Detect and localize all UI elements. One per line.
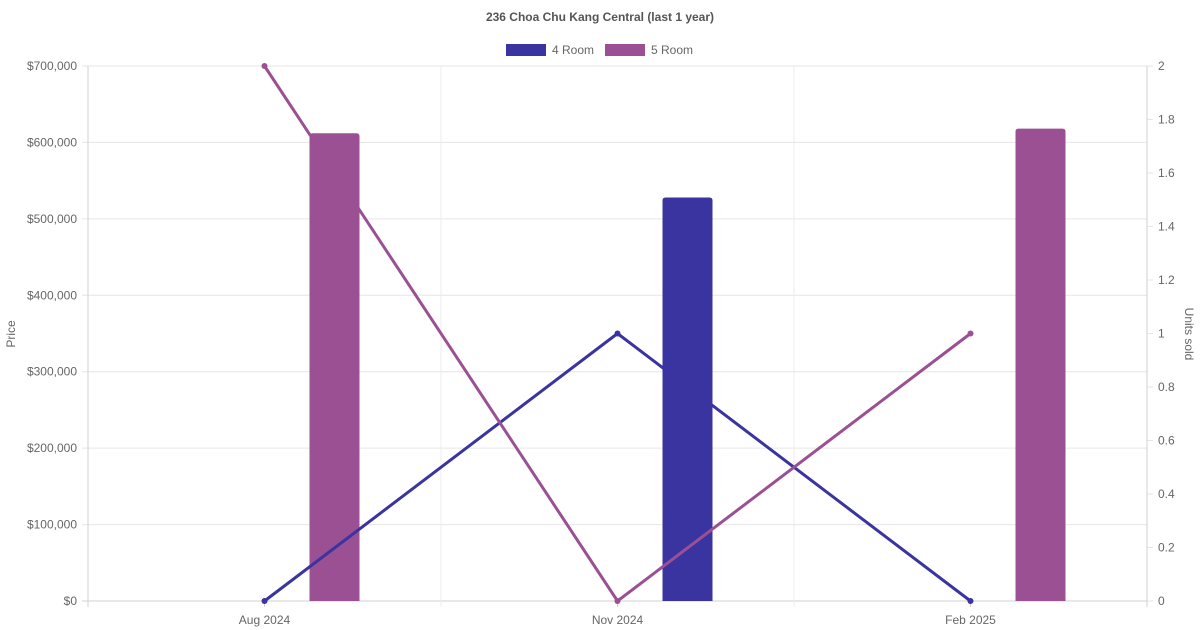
right-axis-ticks: 0 0.2 0.4 0.6 0.8 1 1.2 1.4 1.6 1.8 2 — [1158, 59, 1175, 608]
y-right-tick-label: 1.8 — [1158, 113, 1175, 127]
y-left-tick-label: $0 — [64, 594, 78, 608]
left-axis-ticks: $0 $100,000 $200,000 $300,000 $400,000 $500,0… — [27, 59, 77, 608]
y-left-tick-label: $100,000 — [27, 518, 77, 532]
y-left-tick-label: $700,000 — [27, 59, 77, 73]
y-right-tick-label: 1.6 — [1158, 166, 1175, 180]
x-tick-label: Nov 2024 — [592, 613, 644, 627]
y-left-tick-label: $400,000 — [27, 288, 77, 302]
point-4-room[interactable] — [967, 598, 974, 604]
y-right-tick-label: 0.4 — [1158, 487, 1175, 501]
y-right-tick-label: 1.2 — [1158, 273, 1175, 287]
point-5-room[interactable] — [261, 63, 268, 69]
x-axis-ticks: Aug 2024 Nov 2024 Feb 2025 — [239, 613, 996, 627]
point-4-room[interactable] — [614, 330, 621, 337]
grid — [82, 65, 1153, 607]
y-left-tick-label: $300,000 — [27, 365, 77, 379]
x-tick-label: Aug 2024 — [239, 613, 291, 627]
points — [261, 63, 974, 604]
y-right-tick-label: 1 — [1158, 327, 1165, 341]
bar-4-room[interactable] — [662, 197, 713, 601]
y-left-tick-label: $600,000 — [27, 135, 77, 149]
line-4-room-units-sold — [263, 332, 972, 603]
y-axis-right-title: Units sold — [1182, 308, 1196, 361]
point-4-room[interactable] — [261, 598, 268, 604]
y-right-tick-label: 2 — [1158, 59, 1165, 73]
legend-swatch-5-room — [605, 44, 645, 56]
chart-title: 236 Choa Chu Kang Central (last 1 year) — [486, 10, 714, 24]
point-5-room[interactable] — [614, 598, 621, 604]
x-tick-label: Feb 2025 — [945, 613, 996, 627]
y-right-tick-label: 1.4 — [1158, 220, 1175, 234]
y-right-tick-label: 0.2 — [1158, 541, 1175, 555]
legend-label-5-room: 5 Room — [651, 43, 693, 57]
legend-label-4-room: 4 Room — [552, 43, 594, 57]
bars — [309, 128, 1066, 601]
bar-5-room[interactable] — [1015, 128, 1066, 601]
y-right-tick-label: 0.6 — [1158, 434, 1175, 448]
y-left-tick-label: $500,000 — [27, 212, 77, 226]
y-axis-left-title: Price — [4, 320, 18, 348]
legend-swatch-4-room — [506, 44, 546, 56]
legend[interactable]: 4 Room 5 Room — [506, 43, 693, 57]
y-right-tick-label: 0.8 — [1158, 380, 1175, 394]
y-left-tick-label: $200,000 — [27, 441, 77, 455]
y-right-tick-label: 0 — [1158, 594, 1165, 608]
legend-item-4-room[interactable]: 4 Room — [506, 43, 594, 57]
point-5-room[interactable] — [967, 330, 974, 337]
bar-5-room[interactable] — [309, 133, 360, 601]
legend-item-5-room[interactable]: 5 Room — [605, 43, 693, 57]
